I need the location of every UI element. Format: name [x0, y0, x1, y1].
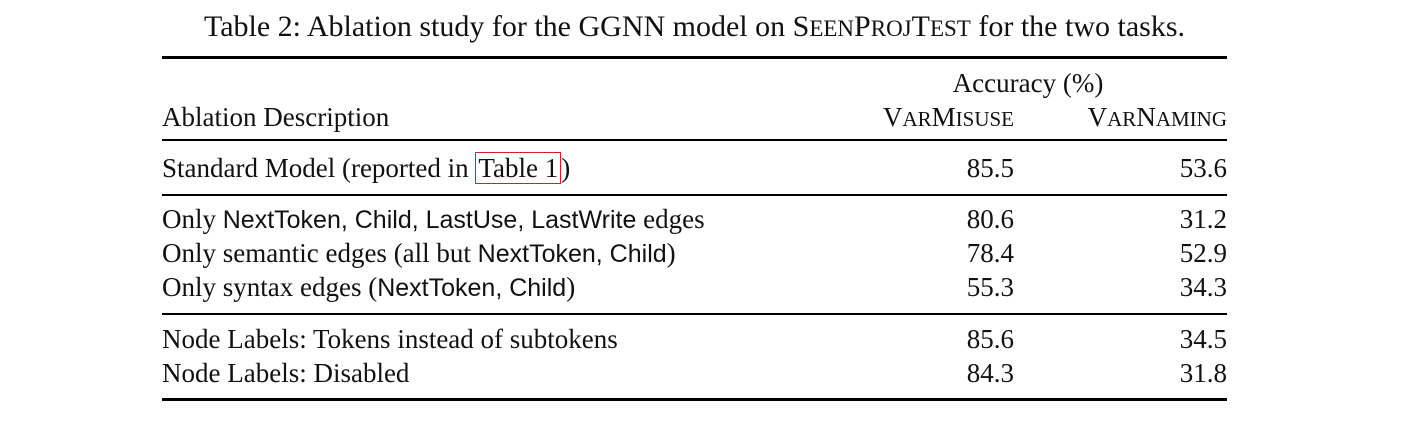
table-1-reference-link[interactable]: Table 1 — [475, 152, 562, 184]
small-caps-part: AR — [902, 107, 932, 131]
small-caps-part: N — [1136, 102, 1156, 132]
varnaming-accuracy-cell: 31.2 — [1179, 204, 1227, 234]
small-caps-part: M — [931, 102, 956, 132]
description-text: Only semantic edges (all but — [162, 238, 478, 268]
top-rule — [162, 56, 1227, 59]
small-caps-part: V — [882, 102, 903, 132]
varmisuse-accuracy-cell: 78.4 — [966, 238, 1014, 268]
small-caps-part: V — [1087, 102, 1108, 132]
description-text: Standard Model (reported in — [162, 153, 476, 183]
group-rule-1 — [162, 194, 1227, 196]
ablation-description-cell: Only NextToken, Child, LastUse, LastWrit… — [162, 202, 705, 237]
small-caps-part: AR — [1107, 107, 1137, 131]
varnaming-accuracy-cell: 34.3 — [1179, 272, 1227, 302]
description-text: ) — [566, 272, 576, 302]
small-caps-part: P — [854, 10, 871, 43]
ablation-description-cell: Only semantic edges (all but NextToken, … — [162, 236, 676, 271]
description-text: Only — [162, 204, 223, 234]
small-caps-part: T — [911, 10, 930, 43]
caption-prefix: Table 2: Ablation study for the GGNN mod… — [203, 10, 793, 43]
small-caps-part: ROJ — [870, 16, 912, 41]
small-caps-part: EEN — [809, 16, 855, 41]
description-text: Node Labels: Tokens instead of subtokens — [162, 324, 618, 354]
varnaming-header: VARNAMING — [1015, 100, 1227, 136]
small-caps-part: AMING — [1155, 107, 1227, 131]
description-text: ) — [666, 238, 676, 268]
varmisuse-accuracy-cell: 55.3 — [966, 272, 1014, 302]
varmisuse-accuracy-cell: 85.5 — [966, 153, 1014, 183]
description-text: Only syntax edges ( — [162, 272, 378, 302]
edge-type-names: NextToken, Child — [477, 240, 667, 268]
small-caps-part: S — [792, 10, 810, 43]
varnaming-accuracy-cell: 34.5 — [1179, 324, 1227, 354]
varnaming-accuracy-cell: 52.9 — [1179, 238, 1227, 268]
varmisuse-accuracy-cell: 85.6 — [966, 324, 1014, 354]
varmisuse-accuracy-cell: 84.3 — [966, 358, 1014, 388]
small-caps-part: ISUSE — [955, 107, 1014, 131]
table-caption: Table 2: Ablation study for the GGNN mod… — [0, 10, 1389, 44]
ablation-description-cell: Node Labels: Disabled — [162, 356, 409, 390]
description-text: edges — [636, 204, 705, 234]
ablation-description-cell: Standard Model (reported in Table 1) — [162, 151, 570, 185]
ablation-description-cell: Only syntax edges (NextToken, Child) — [162, 270, 575, 305]
varnaming-accuracy-cell: 31.8 — [1179, 358, 1227, 388]
bottom-rule — [162, 398, 1227, 401]
description-text: Node Labels: Disabled — [162, 358, 410, 388]
caption-dataset-name: SEENPROJTEST — [793, 10, 971, 43]
small-caps-part: EST — [929, 16, 971, 41]
caption-suffix: for the two tasks. — [970, 10, 1185, 43]
group-rule-2 — [162, 313, 1227, 315]
varnaming-accuracy-cell: 53.6 — [1179, 153, 1227, 183]
edge-type-names: NextToken, Child — [377, 274, 567, 302]
varmisuse-header: VARMISUSE — [802, 100, 1014, 136]
accuracy-group-header: Accuracy (%) — [952, 68, 1104, 98]
ablation-description-cell: Node Labels: Tokens instead of subtokens — [162, 322, 618, 356]
varmisuse-accuracy-cell: 80.6 — [966, 204, 1014, 234]
header-rule — [162, 139, 1227, 141]
ablation-description-header: Ablation Description — [162, 102, 390, 132]
edge-type-names: NextToken, Child, LastUse, LastWrite — [222, 206, 637, 234]
description-text: ) — [561, 153, 571, 183]
